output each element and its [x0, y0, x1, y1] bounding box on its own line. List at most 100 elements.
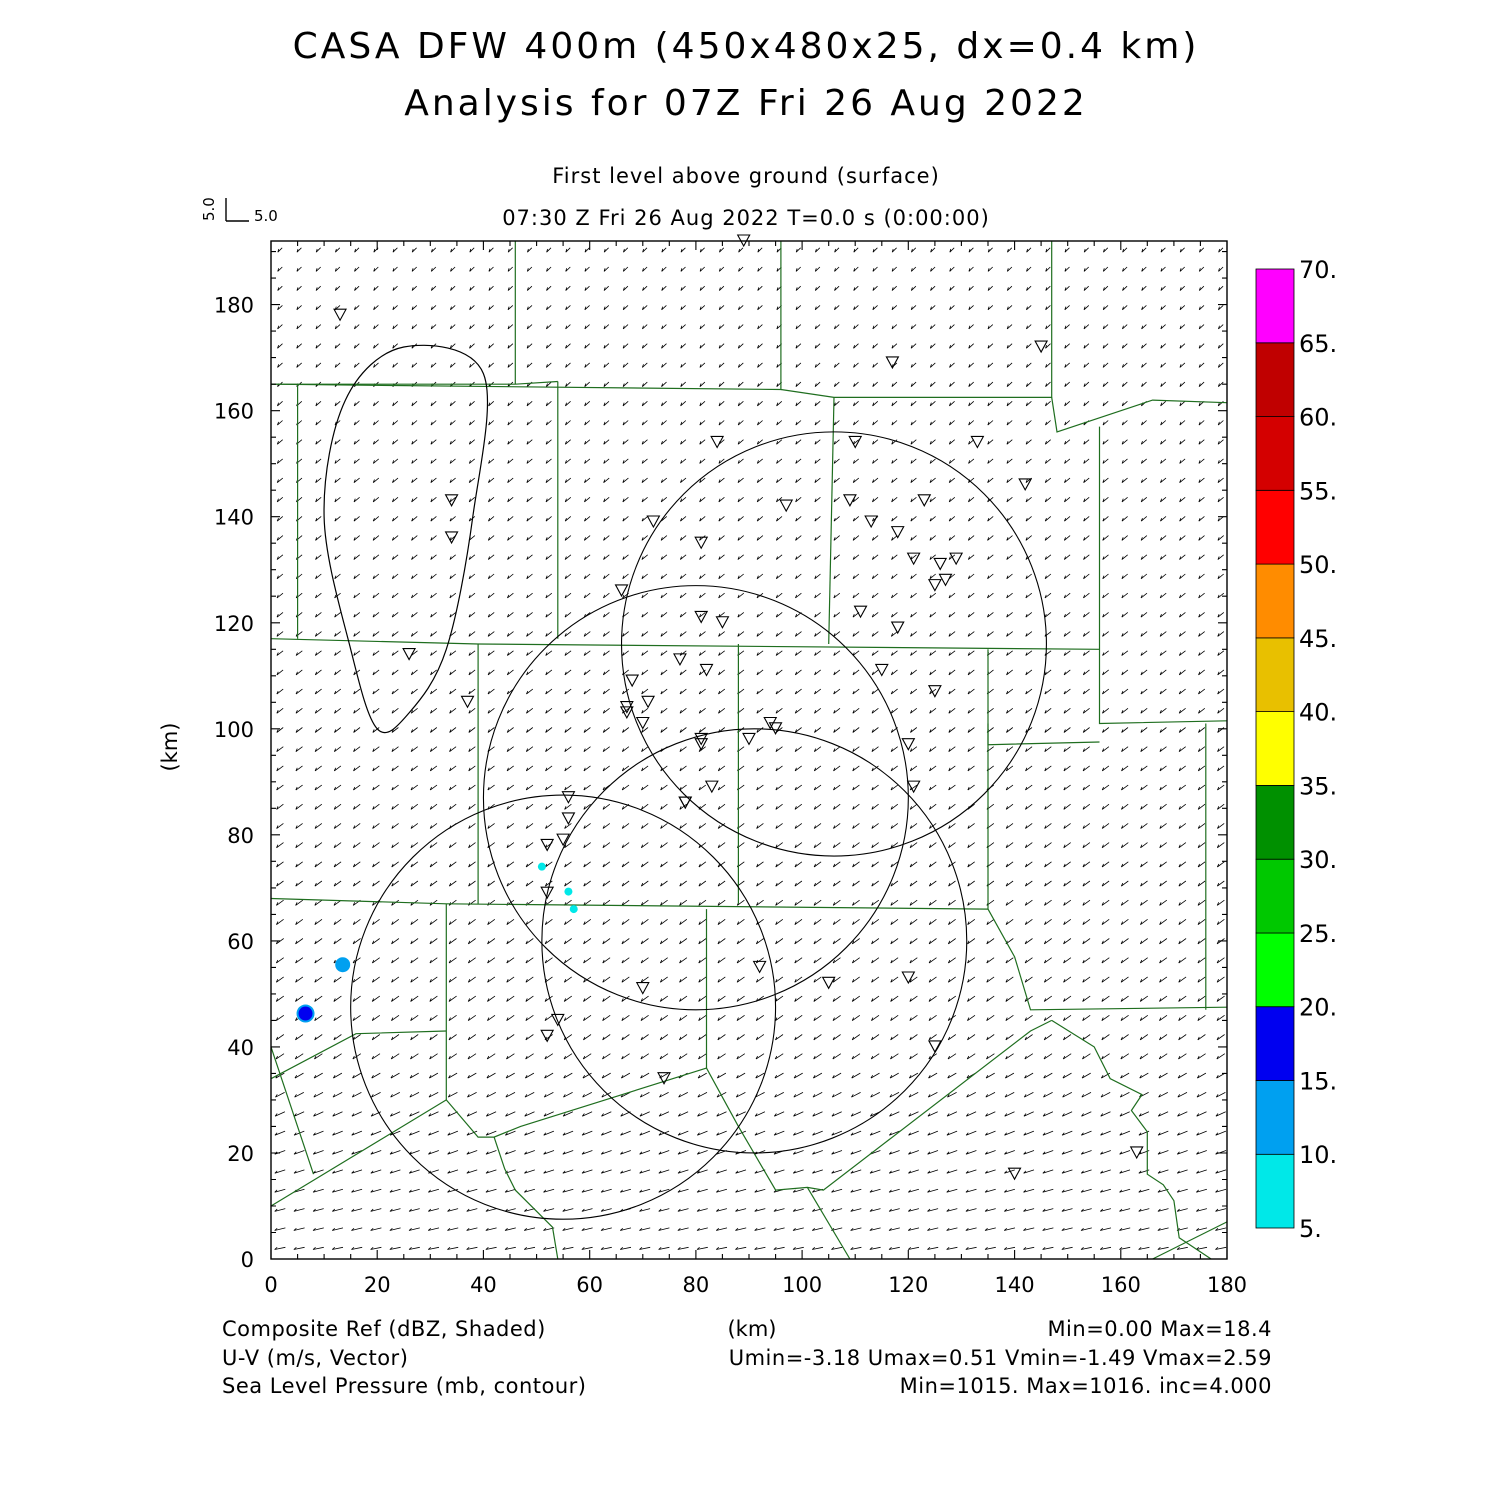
station-marker — [933, 557, 948, 571]
x-tick-label: 0 — [264, 1273, 277, 1297]
colorbar-label: 20. — [1299, 994, 1337, 1022]
county-border — [780, 241, 1053, 398]
colorbar-segment — [1255, 711, 1295, 786]
station-marker — [710, 435, 725, 449]
county-border — [493, 1136, 559, 1260]
field-2-name: U-V (m/s, Vector) — [222, 1346, 408, 1370]
field-3-name: Sea Level Pressure (mb, contour) — [222, 1374, 587, 1398]
y-tick-label: 140 — [214, 506, 254, 530]
reflectivity-cell — [569, 905, 578, 914]
title-line-2: Analysis for 07Z Fri 26 Aug 2022 — [404, 83, 1088, 124]
colorbar-segment — [1255, 1080, 1295, 1155]
radar-range-ring — [541, 728, 968, 1154]
station-marker — [715, 616, 730, 629]
x-tick-label: 140 — [995, 1273, 1035, 1297]
vector-scale-v-label: 5.0 — [200, 197, 218, 221]
colorbar-label: 40. — [1299, 699, 1337, 727]
station-marker — [848, 435, 863, 449]
county-border — [270, 638, 1100, 650]
county-border — [1152, 1221, 1228, 1260]
station-marker — [540, 838, 555, 852]
y-tick-labels: 0 20 40 60 80 100 120 140 160 180 — [214, 294, 254, 1272]
axis-ticks — [270, 241, 1228, 1260]
vector-scale-u-label: 5.0 — [254, 207, 278, 225]
radar-range-ring — [482, 585, 909, 1011]
station-marker — [821, 976, 836, 990]
station-marker — [1129, 1146, 1144, 1160]
station-marker — [614, 584, 629, 598]
station-marker — [906, 780, 921, 794]
station-marker — [635, 716, 650, 730]
station-marker — [938, 573, 953, 587]
station-marker — [678, 796, 693, 810]
x-tick-label: 100 — [782, 1273, 822, 1297]
station-marker — [657, 1072, 671, 1085]
station-marker — [694, 610, 709, 624]
colorbar-label: 50. — [1299, 551, 1337, 579]
colorbar-label: 30. — [1299, 846, 1337, 874]
county-borders — [270, 241, 1228, 1260]
county-border — [806, 1187, 851, 1260]
colorbar-segment — [1255, 1153, 1295, 1229]
station-marker — [699, 663, 714, 677]
station-marker — [540, 886, 555, 900]
vector-scale-key: 5.0 5.0 — [200, 197, 278, 225]
colorbar-labels: 5. 10. 15. 20. 25. 30. 35. 40. 45. 50. 55. 60. 65. 70… — [1299, 256, 1337, 1243]
colorbar-label: 55. — [1299, 477, 1337, 505]
station-marker — [550, 1013, 565, 1027]
station-marker — [927, 579, 942, 592]
station-marker — [853, 605, 868, 619]
station-marker — [704, 780, 719, 794]
station-marker — [540, 1029, 555, 1043]
field-1-stats: Min=0.00 Max=18.4 — [1047, 1317, 1272, 1341]
station-marker — [1018, 478, 1033, 492]
x-tick-labels: 0 20 40 60 80 100 120 140 160 180 — [264, 1273, 1247, 1297]
station-marker — [619, 706, 634, 720]
y-tick-label: 20 — [227, 1142, 254, 1166]
wind-vectors — [274, 247, 1227, 1250]
radar-range-ring — [350, 794, 777, 1220]
station-marker — [402, 648, 417, 661]
station-marker — [673, 653, 687, 667]
colorbar-segment — [1255, 268, 1295, 344]
reflectivity-cell — [564, 887, 573, 896]
station-marker — [906, 552, 921, 566]
x-tick-label: 20 — [364, 1273, 391, 1297]
colorbar-segment — [1255, 932, 1295, 1008]
station-marker — [561, 812, 576, 826]
reflectivity-cells — [296, 862, 578, 1023]
station-marker — [444, 494, 459, 507]
reflectivity-cell — [298, 1006, 313, 1021]
x-tick-label: 120 — [888, 1273, 928, 1297]
field-2-stats: Umin=-3.18 Umax=0.51 Vmin=-1.49 Vmax=2.5… — [729, 1346, 1272, 1370]
station-marker — [927, 1040, 942, 1054]
y-tick-label: 120 — [214, 612, 254, 636]
y-tick-label: 80 — [227, 824, 254, 848]
x-tick-label: 160 — [1101, 1273, 1141, 1297]
colorbar-label: 70. — [1299, 256, 1337, 284]
colorbar-label: 15. — [1299, 1068, 1337, 1096]
station-marker — [752, 960, 767, 974]
reflectivity-cell — [537, 862, 546, 871]
x-tick-label: 40 — [470, 1273, 497, 1297]
x-tick-label: 80 — [683, 1273, 710, 1297]
colorbar-segment — [1255, 637, 1295, 712]
colorbar-segment — [1255, 785, 1295, 860]
colorbar-label: 35. — [1299, 772, 1337, 800]
colorbar-label: 25. — [1299, 920, 1337, 948]
station-marker — [1034, 340, 1049, 354]
station-marker — [742, 732, 756, 746]
station-marker — [890, 621, 905, 635]
colorbar-label: 10. — [1299, 1141, 1337, 1169]
station-marker — [333, 308, 347, 322]
station-marker — [890, 526, 905, 539]
pressure-contour — [323, 344, 489, 734]
colorbar-segment — [1255, 563, 1295, 639]
county-border — [987, 723, 1228, 1011]
station-marker — [625, 674, 640, 688]
station-marker — [927, 685, 942, 698]
station-markers — [333, 234, 1144, 1181]
county-border — [705, 1019, 1052, 1191]
title-line-1: CASA DFW 400m (450x480x25, dx=0.4 km) — [293, 26, 1200, 67]
x-tick-label: 180 — [1207, 1273, 1247, 1297]
